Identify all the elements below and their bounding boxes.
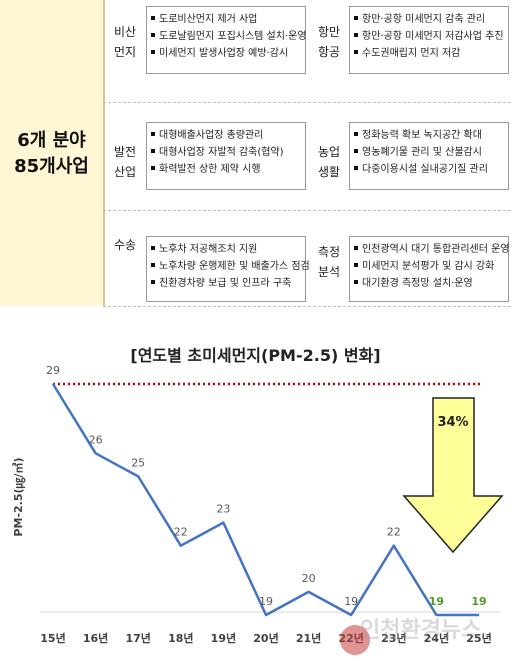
x-tick-label: 19년 xyxy=(211,631,236,645)
list-item: 다중이용시설 실내공기질 관리 xyxy=(354,161,504,178)
data-label: 19 xyxy=(429,595,444,608)
items-box: 노후차 저공해조치 지원 노후차량 운행제한 및 배출가스 점검 친환경차량 보… xyxy=(146,236,310,302)
x-tick-label: 15년 xyxy=(40,631,65,645)
list-item: 노후차 저공해조치 지원 xyxy=(151,241,301,258)
category-label: 항만 항공 xyxy=(317,25,341,59)
row-divider xyxy=(103,102,511,103)
list-item: 대형배출사업장 총량관리 xyxy=(151,127,301,144)
summary-panel: 6개 분야 85개사업 xyxy=(0,0,105,306)
down-arrow-icon xyxy=(402,397,504,554)
series-line xyxy=(51,383,479,617)
summary-title-line1: 6개 분야 xyxy=(17,130,86,151)
data-label: 29 xyxy=(46,364,60,377)
items-box: 도로비산먼지 제거 사업 도로날림먼지 포집시스템 설치·운영 미세먼지 발생사… xyxy=(146,6,307,74)
data-label: 20 xyxy=(302,572,316,585)
list-item: 친환경차량 보급 및 인프라 구축 xyxy=(151,275,301,292)
items-box: 대형배출사업장 총량관리 대형사업장 자발적 감축(협약) 화력발전 상한 제약… xyxy=(146,122,306,190)
x-tick-label: 24년 xyxy=(424,631,449,645)
watermark: 인천환경뉴스 xyxy=(360,618,482,643)
data-label: 25 xyxy=(131,456,145,469)
x-tick-label: 21년 xyxy=(296,631,321,645)
annotation-label: 34% xyxy=(437,415,468,430)
items-box: 인천광역시 대기 통합관리센터 운영 미세먼지 분석평가 및 감시 강화 대기환… xyxy=(349,236,510,302)
list-item: 항만·공항 미세먼지 저감사업 추진 xyxy=(354,28,504,45)
y-axis-label: PM-2.5(㎍/㎥) xyxy=(11,457,26,536)
list-item: 대형사업장 자발적 감축(협약) xyxy=(151,144,301,161)
list-item: 수도권매립지 먼지 저감 xyxy=(354,45,504,62)
data-label: 19 xyxy=(471,595,486,608)
x-tick-label: 17년 xyxy=(125,631,150,645)
data-label: 23 xyxy=(216,503,230,516)
list-item: 인천광역시 대기 통합관리센터 운영 xyxy=(354,241,510,258)
list-item: 화력발전 상한 제약 시행 xyxy=(151,161,301,178)
list-item: 노후차량 운행제한 및 배출가스 점검 xyxy=(151,258,310,275)
list-item: 도로비산먼지 제거 사업 xyxy=(151,11,301,28)
data-label: 22 xyxy=(387,526,401,539)
chart-title: [연도별 초미세먼지(PM-2.5) 변화] xyxy=(130,346,381,365)
list-item: 미세먼지 발생사업장 예방·감시 xyxy=(151,45,301,62)
data-label: 19 xyxy=(344,595,358,608)
data-label: 26 xyxy=(89,433,103,446)
row-divider xyxy=(103,306,511,307)
row-divider xyxy=(103,210,511,211)
data-label: 22 xyxy=(174,526,188,539)
x-tick-label: 25년 xyxy=(466,631,491,645)
items-box: 항만·공항 미세먼지 감축 관리 항만·공항 미세먼지 저감사업 추진 수도권매… xyxy=(349,6,509,74)
category-label: 발전 산업 xyxy=(113,145,137,179)
items-box: 정화능력 확보 녹지공간 확대 영농폐기물 관리 및 산불감시 다중이용시설 실… xyxy=(349,122,509,190)
category-label: 비산 먼지 xyxy=(113,25,137,59)
category-label: 수송 xyxy=(113,238,137,252)
x-tick-label: 18년 xyxy=(168,631,193,645)
list-item: 정화능력 확보 녹지공간 확대 xyxy=(354,127,504,144)
x-tick-label: 20년 xyxy=(253,631,278,645)
summary-title: 6개 분야 85개사업 xyxy=(0,128,103,180)
watermark-seal xyxy=(340,625,370,655)
policy-overview: 6개 분야 85개사업 비산 먼지 도로비산먼지 제거 사업 도로날림먼지 포집시… xyxy=(0,0,511,312)
list-item: 항만·공항 미세먼지 감축 관리 xyxy=(354,11,504,28)
x-tick-label: 16년 xyxy=(83,631,108,645)
x-tick-label: 23년 xyxy=(381,631,406,645)
category-label: 측정 분석 xyxy=(317,245,341,279)
list-item: 영농폐기물 관리 및 산불감시 xyxy=(354,144,504,161)
category-label: 농업 생활 xyxy=(317,145,341,179)
list-item: 대기환경 측정망 설치·운영 xyxy=(354,275,504,292)
summary-title-line2: 85개사업 xyxy=(14,156,89,177)
data-label: 19 xyxy=(259,595,273,608)
list-item: 도로날림먼지 포집시스템 설치·운영 xyxy=(151,28,307,45)
list-item: 미세먼지 분석평가 및 감시 강화 xyxy=(354,258,504,275)
